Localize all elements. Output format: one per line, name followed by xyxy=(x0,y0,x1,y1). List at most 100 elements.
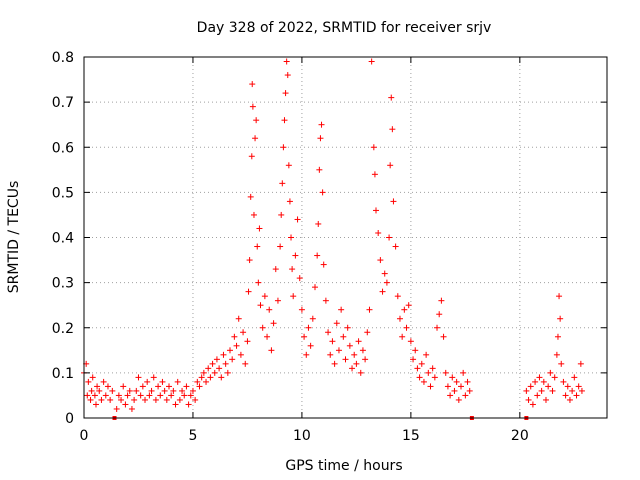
data-point xyxy=(200,369,207,376)
y-tick-label: 0.2 xyxy=(52,321,74,337)
data-point xyxy=(357,369,364,376)
data-point xyxy=(233,342,240,349)
data-point xyxy=(98,396,105,403)
data-point xyxy=(282,90,289,97)
data-point xyxy=(355,338,362,345)
data-point xyxy=(256,225,263,232)
data-point xyxy=(139,383,146,390)
data-point xyxy=(316,166,323,173)
data-point xyxy=(425,369,432,376)
data-point xyxy=(248,153,255,160)
data-point xyxy=(122,401,129,408)
data-point xyxy=(277,243,284,250)
data-point xyxy=(207,374,214,381)
data-point xyxy=(368,58,375,65)
data-point xyxy=(104,383,111,390)
data-point xyxy=(375,229,382,236)
data-point xyxy=(216,365,223,372)
data-point xyxy=(573,392,580,399)
data-point xyxy=(170,387,177,394)
data-point xyxy=(245,288,252,295)
data-point xyxy=(423,351,430,358)
data-point xyxy=(303,351,310,358)
data-point xyxy=(296,275,303,282)
data-point xyxy=(264,333,271,340)
x-tick-label: 15 xyxy=(402,428,420,444)
data-point xyxy=(464,378,471,385)
data-point xyxy=(562,392,569,399)
data-point xyxy=(342,356,349,363)
data-point xyxy=(283,58,290,65)
data-point xyxy=(318,121,325,128)
data-point xyxy=(578,387,585,394)
data-point xyxy=(161,387,168,394)
data-point xyxy=(181,392,188,399)
data-point xyxy=(566,396,573,403)
data-point xyxy=(133,387,140,394)
data-point xyxy=(390,198,397,205)
x-tick-label: 20 xyxy=(511,428,529,444)
data-point xyxy=(155,383,162,390)
data-point xyxy=(91,392,98,399)
data-point xyxy=(285,162,292,169)
chart-title: Day 328 of 2022, SRMTID for receiver srj… xyxy=(197,20,492,36)
data-point xyxy=(289,266,296,273)
data-point xyxy=(242,360,249,367)
data-point xyxy=(370,144,377,151)
data-point xyxy=(286,198,293,205)
data-point xyxy=(96,387,103,394)
data-point xyxy=(317,135,324,142)
data-point xyxy=(451,387,458,394)
data-point xyxy=(146,392,153,399)
data-point xyxy=(150,374,157,381)
data-point xyxy=(331,360,338,367)
data-point xyxy=(387,162,394,169)
data-point xyxy=(227,347,234,354)
data-point xyxy=(440,333,447,340)
data-point xyxy=(344,324,351,331)
data-point xyxy=(278,211,285,218)
data-point xyxy=(542,396,549,403)
data-point xyxy=(259,324,266,331)
data-point xyxy=(371,171,378,178)
data-point xyxy=(89,374,96,381)
data-point xyxy=(272,266,279,273)
data-point xyxy=(172,401,179,408)
data-point xyxy=(447,392,454,399)
data-point xyxy=(250,211,257,218)
y-tick-label: 0.4 xyxy=(52,231,74,247)
data-point xyxy=(249,81,256,88)
data-point xyxy=(135,374,142,381)
data-point xyxy=(322,297,329,304)
data-point xyxy=(124,392,131,399)
data-point xyxy=(174,378,181,385)
data-point xyxy=(192,396,199,403)
data-point xyxy=(284,72,291,79)
data-point xyxy=(320,261,327,268)
y-tick-label: 0 xyxy=(65,411,74,427)
x-tick-labels: 0 5 10 15 20 xyxy=(80,428,529,444)
data-point xyxy=(412,347,419,354)
data-point xyxy=(198,374,205,381)
data-point xyxy=(569,387,576,394)
data-point xyxy=(466,387,473,394)
data-point xyxy=(88,387,95,394)
data-point xyxy=(253,117,260,124)
data-point xyxy=(301,333,308,340)
data-point xyxy=(224,369,231,376)
x-tick-label: 5 xyxy=(188,428,197,444)
y-tick-labels: 0 0.1 0.2 0.3 0.4 0.5 0.6 0.7 0.8 xyxy=(52,50,74,427)
data-point xyxy=(237,351,244,358)
data-point xyxy=(532,378,539,385)
data-point xyxy=(388,94,395,101)
data-point xyxy=(553,351,560,358)
data-points xyxy=(81,58,585,412)
data-point xyxy=(148,387,155,394)
data-point xyxy=(373,207,380,214)
data-point xyxy=(213,356,220,363)
data-point xyxy=(229,356,236,363)
data-point xyxy=(288,234,295,241)
data-point xyxy=(244,338,251,345)
data-point xyxy=(298,306,305,313)
data-point xyxy=(351,351,358,358)
